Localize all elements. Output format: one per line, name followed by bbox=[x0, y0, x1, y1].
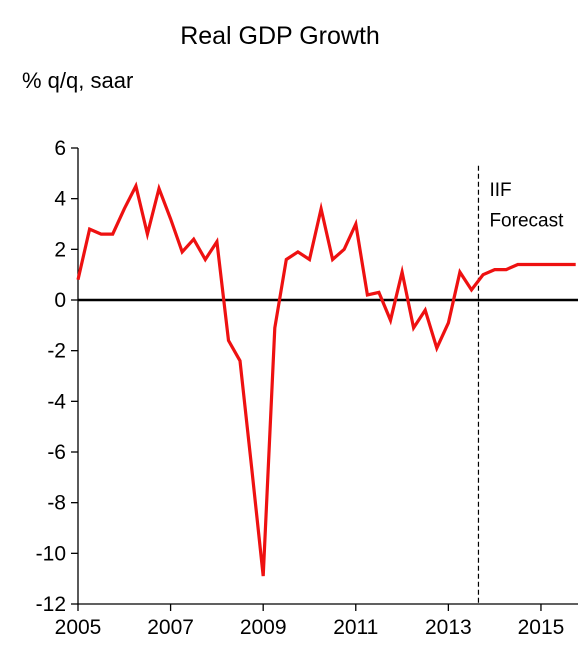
y-tick-label: 4 bbox=[54, 188, 66, 211]
y-tick-label: -2 bbox=[47, 340, 66, 363]
y-tick-label: 0 bbox=[54, 289, 66, 312]
forecast-label-line1: IIF bbox=[489, 180, 511, 201]
y-tick-label: -6 bbox=[47, 441, 66, 464]
x-tick-label: 2009 bbox=[240, 616, 287, 639]
series-line-0 bbox=[76, 181, 576, 577]
x-axis: 2005 2007 2009 2011 2013 2015 bbox=[55, 298, 578, 639]
y-tick-label: 6 bbox=[54, 137, 66, 160]
x-tick-label: 2013 bbox=[425, 616, 472, 639]
x-tick-label: 2007 bbox=[147, 616, 194, 639]
forecast-label-line2: Forecast bbox=[489, 211, 564, 232]
y-axis: 6 4 2 0 -2 -4 -6 -8 -10 -12 bbox=[36, 137, 79, 616]
y-tick-label: -12 bbox=[36, 593, 66, 616]
y-tick-label: -4 bbox=[47, 390, 66, 413]
y-tick-label: 2 bbox=[54, 238, 66, 261]
chart-title: Real GDP Growth bbox=[180, 22, 380, 50]
x-tick-label: 2015 bbox=[518, 616, 565, 639]
y-axis-unit-label: % q/q, saar bbox=[22, 68, 134, 93]
y-tick-label: -8 bbox=[47, 492, 66, 515]
y-tick-label: -10 bbox=[36, 542, 66, 565]
forecast-annotation: IIF Forecast bbox=[477, 165, 564, 604]
x-tick-label: 2011 bbox=[333, 616, 378, 639]
series-group bbox=[76, 181, 576, 577]
x-tick-label: 2005 bbox=[55, 616, 102, 639]
